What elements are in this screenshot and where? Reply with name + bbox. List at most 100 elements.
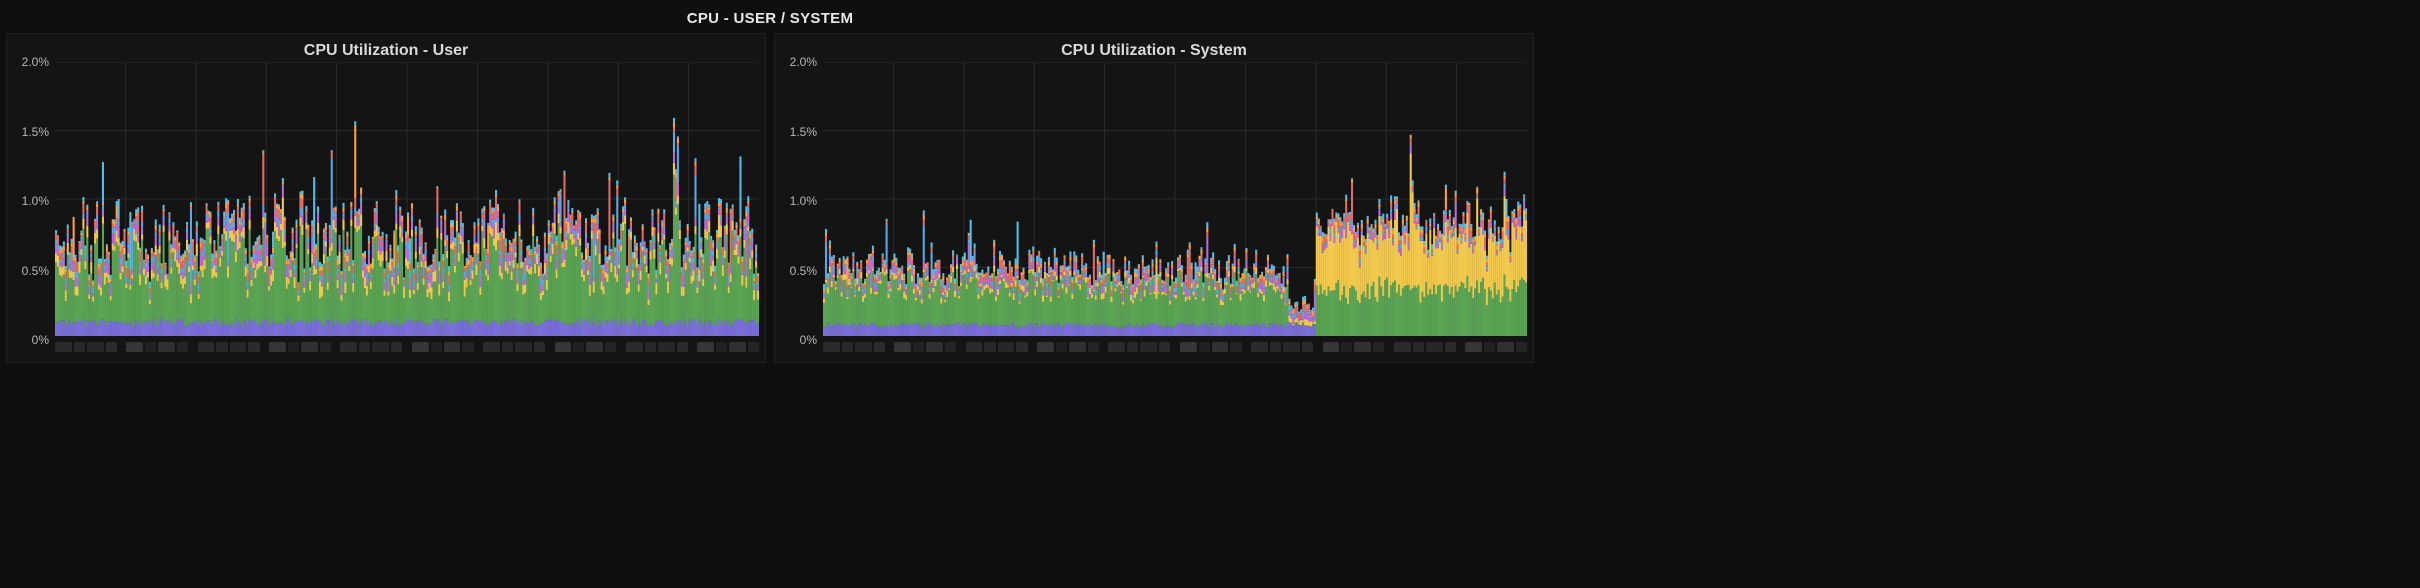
y-tick-label: 1.0% xyxy=(790,194,817,208)
chart-area-user[interactable]: 0%0.5%1.0%1.5%2.0% xyxy=(7,62,765,362)
x-tick-placeholder xyxy=(998,342,1015,352)
plot-svg-system[interactable] xyxy=(823,62,1527,336)
x-tick-placeholder xyxy=(855,342,872,352)
x-tick-placeholder xyxy=(230,342,247,352)
y-tick-label: 1.5% xyxy=(790,125,817,139)
x-tick-placeholder xyxy=(1199,342,1210,352)
x-tick-placeholder xyxy=(677,342,688,352)
panel-title: CPU Utilization - System xyxy=(775,34,1533,62)
x-tick-placeholder xyxy=(586,342,603,352)
x-tick-placeholder xyxy=(216,342,227,352)
x-axis-ticks xyxy=(55,336,759,356)
x-tick-placeholder xyxy=(1108,342,1125,352)
x-tick-placeholder xyxy=(626,342,643,352)
x-tick-placeholder xyxy=(391,342,402,352)
x-tick-placeholder xyxy=(555,342,572,352)
x-tick-placeholder xyxy=(729,342,746,352)
x-tick-placeholder xyxy=(320,342,331,352)
x-tick-placeholder xyxy=(984,342,995,352)
y-axis-labels: 0%0.5%1.0%1.5%2.0% xyxy=(775,62,821,340)
x-tick-placeholder xyxy=(269,342,286,352)
x-tick-placeholder xyxy=(1465,342,1482,352)
x-tick-placeholder xyxy=(1302,342,1313,352)
x-tick-placeholder xyxy=(126,342,143,352)
x-tick-placeholder xyxy=(1413,342,1424,352)
x-tick-placeholder xyxy=(1230,342,1241,352)
x-tick-placeholder xyxy=(502,342,513,352)
x-tick-placeholder xyxy=(1394,342,1411,352)
x-tick-placeholder xyxy=(1140,342,1157,352)
x-tick-placeholder xyxy=(1497,342,1514,352)
x-tick-placeholder xyxy=(340,342,357,352)
y-tick-label: 0.5% xyxy=(790,264,817,278)
x-tick-placeholder xyxy=(158,342,175,352)
x-tick-placeholder xyxy=(945,342,956,352)
x-tick-placeholder xyxy=(248,342,259,352)
x-tick-placeholder xyxy=(359,342,370,352)
x-tick-placeholder xyxy=(823,342,840,352)
x-tick-placeholder xyxy=(1251,342,1268,352)
x-tick-placeholder xyxy=(177,342,188,352)
x-tick-placeholder xyxy=(301,342,318,352)
x-tick-placeholder xyxy=(894,342,911,352)
x-tick-placeholder xyxy=(288,342,299,352)
x-tick-placeholder xyxy=(1373,342,1384,352)
x-tick-placeholder xyxy=(1069,342,1086,352)
x-tick-placeholder xyxy=(645,342,656,352)
x-tick-placeholder xyxy=(1445,342,1456,352)
x-tick-placeholder xyxy=(1341,342,1352,352)
x-tick-placeholder xyxy=(1159,342,1170,352)
x-tick-placeholder xyxy=(1056,342,1067,352)
y-tick-label: 1.5% xyxy=(22,125,49,139)
x-tick-placeholder xyxy=(842,342,853,352)
x-tick-placeholder xyxy=(926,342,943,352)
y-tick-label: 0.5% xyxy=(22,264,49,278)
x-tick-placeholder xyxy=(1088,342,1099,352)
chart-area-system[interactable]: 0%0.5%1.0%1.5%2.0% xyxy=(775,62,1533,362)
y-axis-labels: 0%0.5%1.0%1.5%2.0% xyxy=(7,62,53,340)
x-tick-placeholder xyxy=(1180,342,1197,352)
x-tick-placeholder xyxy=(462,342,473,352)
x-tick-placeholder xyxy=(1354,342,1371,352)
x-tick-placeholder xyxy=(874,342,885,352)
x-tick-placeholder xyxy=(1484,342,1495,352)
x-tick-placeholder xyxy=(716,342,727,352)
x-tick-placeholder xyxy=(1426,342,1443,352)
x-tick-placeholder xyxy=(1037,342,1054,352)
x-tick-placeholder xyxy=(74,342,85,352)
x-tick-placeholder xyxy=(106,342,117,352)
x-tick-placeholder xyxy=(55,342,72,352)
x-tick-placeholder xyxy=(534,342,545,352)
x-tick-placeholder xyxy=(913,342,924,352)
x-tick-placeholder xyxy=(605,342,616,352)
y-tick-label: 0% xyxy=(32,333,49,347)
x-tick-placeholder xyxy=(697,342,714,352)
y-tick-label: 2.0% xyxy=(22,55,49,69)
x-tick-placeholder xyxy=(198,342,215,352)
x-tick-placeholder xyxy=(483,342,500,352)
x-tick-placeholder xyxy=(145,342,156,352)
x-tick-placeholder xyxy=(966,342,983,352)
x-tick-placeholder xyxy=(515,342,532,352)
y-tick-label: 1.0% xyxy=(22,194,49,208)
x-tick-placeholder xyxy=(1016,342,1027,352)
plot-svg-user[interactable] xyxy=(55,62,759,336)
panel-cpu-user[interactable]: CPU Utilization - User 0% 0.5% 1.0% 1.5% 2.0… xyxy=(6,33,766,363)
x-tick-placeholder xyxy=(372,342,389,352)
x-tick-placeholder xyxy=(1516,342,1527,352)
x-tick-placeholder xyxy=(87,342,104,352)
panels-container: CPU Utilization - User 0% 0.5% 1.0% 1.5% 2.0… xyxy=(0,33,1540,369)
y-tick-label: 2.0% xyxy=(790,55,817,69)
x-tick-placeholder xyxy=(1270,342,1281,352)
x-tick-placeholder xyxy=(1212,342,1229,352)
x-tick-placeholder xyxy=(412,342,429,352)
x-tick-placeholder xyxy=(658,342,675,352)
x-tick-placeholder xyxy=(573,342,584,352)
panel-title: CPU Utilization - User xyxy=(7,34,765,62)
x-tick-placeholder xyxy=(1127,342,1138,352)
dashboard-row: CPU - USER / SYSTEM CPU Utilization - Us… xyxy=(0,0,1540,374)
x-tick-placeholder xyxy=(748,342,759,352)
x-tick-placeholder xyxy=(431,342,442,352)
panel-cpu-system[interactable]: CPU Utilization - System 0%0.5%1.0%1.5%2… xyxy=(774,33,1534,363)
row-title[interactable]: CPU - USER / SYSTEM xyxy=(0,0,1540,33)
